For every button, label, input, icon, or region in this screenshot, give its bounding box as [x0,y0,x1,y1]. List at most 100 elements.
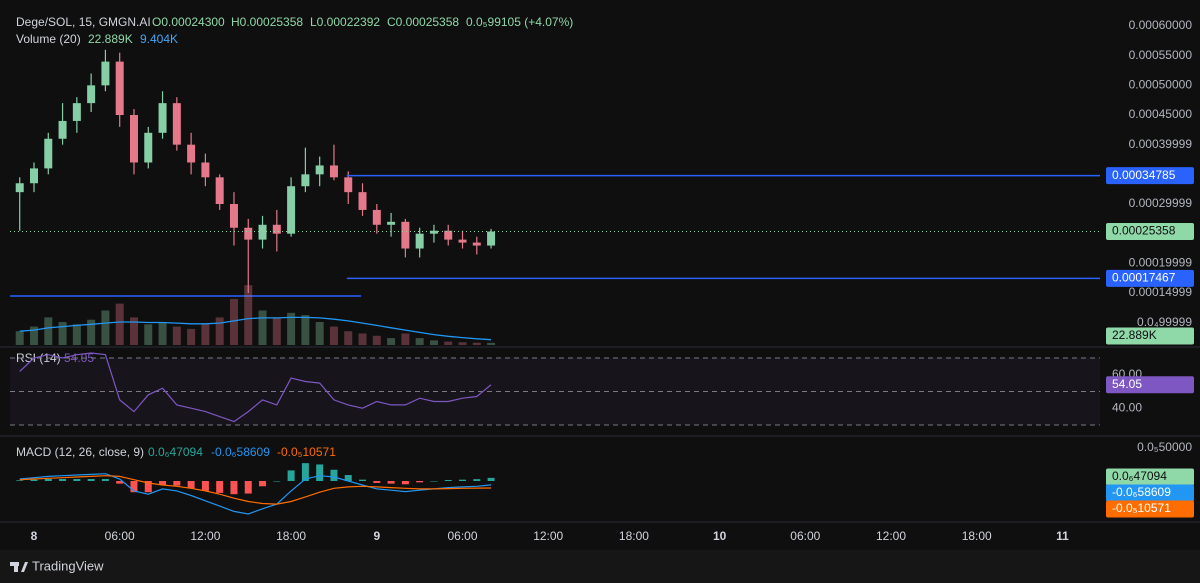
macd-hist-bar [430,480,438,482]
rsi-box [1106,376,1194,394]
candle-body [187,144,196,163]
x-tick-label: 06:00 [447,529,477,543]
candle-body [344,177,353,193]
ohlc-high: H0.00025358 [231,15,303,29]
macd-hist-bar [301,463,309,481]
level-label: 0.00034785 [1112,168,1176,182]
level-box [1106,167,1194,185]
candle-body [15,183,24,193]
y-tick-label: 0.00055000 [1129,48,1193,62]
macd-hist-bar [316,464,324,481]
volume-bar [215,317,224,345]
x-tick-label: 18:00 [276,529,306,543]
volume-bar [372,335,381,345]
macd-hist-bar [30,479,38,481]
candle-body [315,165,324,175]
volume-bar [344,331,353,345]
candle-body [372,209,381,225]
candle-body [244,227,253,240]
candle-body [58,120,67,139]
volume-value: 9.404K [140,32,178,46]
footer-bar [0,550,1200,583]
volume-bar [258,310,267,345]
volume-bar [201,324,210,345]
candle-body [472,242,481,246]
x-tick-label: 10 [713,529,727,543]
candle-body [287,186,296,234]
macd-value-label: -0.0₅10571 [1112,501,1171,515]
volume-bar [15,331,24,345]
volume-ma-label: 22.889K [1112,328,1157,342]
y-tick-label: 0.00045000 [1129,107,1193,121]
volume-bar [58,322,67,345]
x-tick-label: 06:00 [105,529,135,543]
macd-hist-bar [273,480,281,482]
macd-hist-bar [359,479,367,481]
volume-bar [229,299,238,345]
y-tick-label: 0.00050000 [1129,78,1193,92]
macd-value-label: -0.0₆58609 [1112,485,1171,499]
macd-hist-bar [216,480,224,493]
candle-body [158,103,167,133]
volume-bar [444,341,453,345]
macd-hist-bar [73,479,81,481]
candle-body [387,221,396,225]
macd-hist-bar [373,480,381,483]
macd-hist-bar [244,480,252,494]
macd-hist-bar [459,479,467,481]
macd-signal-value: -0.0₅10571 [277,445,336,459]
brand-logo [10,562,28,572]
candle-body [429,230,438,234]
macd-hist-bar [230,480,238,495]
volume-bar [187,328,196,345]
macd-hist-bar [287,470,295,481]
macd-hist-bar [144,480,152,493]
candle-body [44,138,53,169]
x-tick-label: 18:00 [619,529,649,543]
volume-bar [72,324,81,345]
candle-body [301,174,310,187]
volume-ma-box [1106,327,1194,345]
candle-body [101,61,110,86]
x-tick-label: 8 [31,529,38,543]
macd-hist-bar [444,480,452,481]
last-price-box [1106,223,1194,241]
macd-hist-value: 0.0₆47094 [148,445,203,459]
macd-line-value: -0.0₆58609 [211,445,270,459]
volume-bar [358,333,367,345]
ohlc-low: L0.00022392 [310,15,380,29]
candle-body [458,239,467,243]
volume-bar [129,317,138,345]
volume-ma-value: 22.889K [88,32,133,46]
x-tick-label: 12:00 [190,529,220,543]
volume-bar [44,317,53,345]
volume-bar [401,333,410,345]
macd-hist-bar [416,480,424,483]
y-tick-label: 40.00 [1112,400,1142,414]
volume-bar [158,322,167,345]
candle-body [229,204,238,228]
x-tick-label: 12:00 [533,529,563,543]
ohlc-open: O0.00024300 [152,15,225,29]
logo-part [14,562,18,572]
x-tick-label: 11 [1056,529,1069,543]
macd-hist-bar [473,479,481,481]
macd-hist-bar [116,480,124,484]
macd-hist-bar [101,479,109,481]
candle-body [87,85,96,104]
ohlc-close: C0.00025358 [387,15,459,29]
macd-value-label: 0.0₆47094 [1112,469,1167,483]
macd-hist-bar [173,480,181,486]
macd-value-box [1106,484,1194,502]
macd-hist-bar [16,480,24,481]
macd-hist-bar [330,469,338,481]
candle-body [172,103,181,145]
level-label: 0.00017467 [1112,271,1176,285]
candle-body [401,221,410,249]
macd-hist-bar [44,479,52,481]
y-tick-label: 0.00014999 [1129,285,1193,299]
candle-body [215,177,224,205]
rsi-value: 54.05 [64,351,94,365]
candle-body [129,115,138,163]
